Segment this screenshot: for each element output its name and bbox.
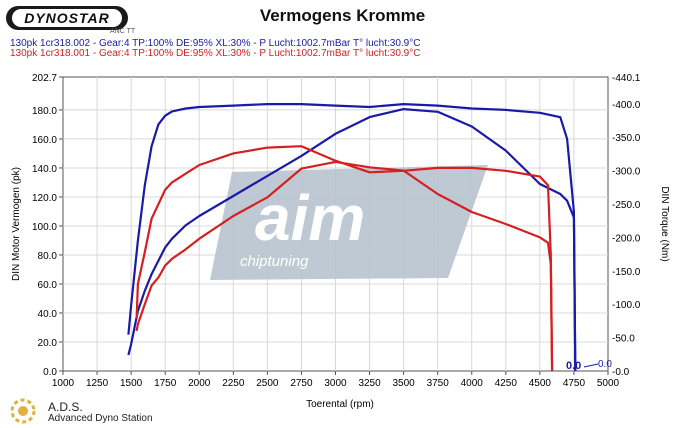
y-axis-label: DIN Motor Vermogen (pk) bbox=[11, 167, 22, 281]
ads-subtitle: Advanced Dyno Station bbox=[48, 413, 153, 424]
x-tick-label: 1000 bbox=[52, 378, 75, 389]
x-tick-label: 1500 bbox=[120, 378, 143, 389]
watermark-subtext: chiptuning bbox=[240, 253, 309, 270]
y-tick-label: 202.7 bbox=[32, 73, 57, 84]
x-tick-label: 1750 bbox=[154, 378, 177, 389]
y-tick-label: 180.0 bbox=[32, 106, 57, 117]
y-tick-label: 140.0 bbox=[32, 164, 57, 175]
ads-logo-icon bbox=[8, 396, 38, 426]
x-tick-label: 1250 bbox=[86, 378, 109, 389]
x-tick-label: 5000 bbox=[597, 378, 620, 389]
y-tick-label: 80.0 bbox=[38, 251, 58, 262]
x-tick-label: 2000 bbox=[188, 378, 211, 389]
footer: A.D.S. Advanced Dyno Station bbox=[8, 396, 208, 426]
x-tick-label: 4000 bbox=[461, 378, 484, 389]
x-tick-label: 2750 bbox=[290, 378, 313, 389]
y2-tick-label: -250.0 bbox=[612, 200, 641, 211]
x-tick-label: 4500 bbox=[529, 378, 552, 389]
x-tick-label: 3750 bbox=[427, 378, 450, 389]
y-tick-label: 40.0 bbox=[38, 309, 58, 320]
x-tick-label: 2250 bbox=[222, 378, 245, 389]
x-tick-label: 4250 bbox=[495, 378, 518, 389]
x-tick-label: 3000 bbox=[324, 378, 347, 389]
y2-tick-label: -440.1 bbox=[612, 73, 641, 84]
y-axis-ticks: 0.0 20.0 40.0 60.0 80.0 100.0 120.0 140.0 160.0 1… bbox=[32, 73, 63, 378]
y-tick-label: 20.0 bbox=[38, 338, 58, 349]
annotation-torque-zero: 0.0 bbox=[598, 359, 612, 370]
y2-tick-label: -300.0 bbox=[612, 167, 641, 178]
y2-axis-ticks: -0.0 -50.0 -100.0 -150.0 -200.0 -250.0 -300.0 -… bbox=[612, 73, 641, 378]
y2-tick-label: -0.0 bbox=[612, 367, 630, 378]
y2-axis-label: DIN Torque (Nm) bbox=[659, 186, 670, 261]
y-tick-label: 120.0 bbox=[32, 193, 57, 204]
x-tick-label: 3500 bbox=[393, 378, 416, 389]
y-tick-label: 0.0 bbox=[43, 367, 57, 378]
ads-title: A.D.S. bbox=[48, 400, 83, 414]
annotation-power-zero: 0.0 bbox=[566, 360, 581, 372]
y2-tick-label: -100.0 bbox=[612, 300, 641, 311]
x-axis-ticks: 1000 1250 1500 1750 2000 2250 2500 2750 3000 3250… bbox=[52, 371, 620, 389]
x-axis-label: Toerental (rpm) bbox=[306, 399, 374, 410]
y2-tick-label: -50.0 bbox=[612, 334, 635, 345]
y2-tick-label: -200.0 bbox=[612, 233, 641, 244]
y-tick-label: 160.0 bbox=[32, 135, 57, 146]
x-tick-label: 2500 bbox=[256, 378, 279, 389]
aim-watermark: aim chiptuning bbox=[210, 165, 488, 280]
y-tick-label: 60.0 bbox=[38, 280, 58, 291]
x-tick-label: 4750 bbox=[563, 378, 586, 389]
y2-tick-label: -400.0 bbox=[612, 100, 641, 111]
y2-tick-label: -150.0 bbox=[612, 267, 641, 278]
y-tick-label: 100.0 bbox=[32, 222, 57, 233]
y2-tick-label: -350.0 bbox=[612, 133, 641, 144]
x-tick-label: 3250 bbox=[358, 378, 381, 389]
